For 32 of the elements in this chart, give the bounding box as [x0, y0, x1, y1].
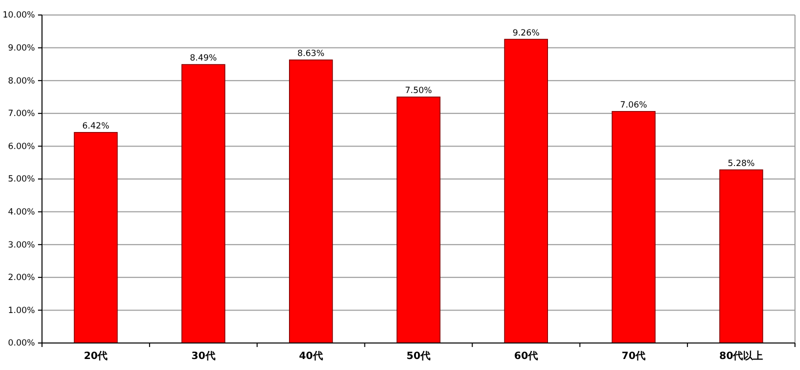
x-tick-label: 20代 [84, 350, 108, 362]
y-tick-label: 9.00% [8, 44, 35, 54]
bar [612, 111, 656, 344]
y-tick-label: 10.00% [2, 10, 35, 21]
y-tick-label: 0.00% [8, 338, 35, 349]
x-tick-label: 70代 [622, 350, 646, 362]
y-tick-label: 2.00% [8, 273, 35, 284]
y-tick-label: 4.00% [8, 208, 35, 218]
bar [74, 132, 118, 344]
x-tick-label: 30代 [191, 350, 216, 362]
y-tick-label: 7.00% [8, 109, 35, 120]
bar [181, 64, 226, 344]
y-tick-label: 6.00% [8, 142, 35, 152]
x-tick-label: 50代 [406, 350, 430, 362]
data-label: 8.63% [297, 48, 324, 59]
x-tick-label: 60代 [514, 350, 538, 362]
data-label: 8.49% [190, 54, 217, 64]
x-tick-label: 80代以上 [719, 350, 764, 362]
data-label: 7.50% [404, 86, 432, 96]
data-label: 9.26% [512, 28, 540, 38]
bar [396, 96, 440, 344]
y-tick-label: 1.00% [8, 306, 35, 316]
data-label: 7.06% [620, 100, 648, 110]
y-tick-label: 8.00% [8, 76, 35, 86]
x-tick-label: 40代 [298, 350, 323, 362]
y-tick-label: 5.00% [8, 174, 35, 185]
bar [719, 169, 764, 344]
data-label: 6.42% [82, 121, 110, 132]
bar [504, 38, 548, 344]
bar [289, 60, 333, 344]
y-tick-label: 3.00% [8, 240, 35, 250]
data-label: 5.28% [728, 158, 755, 169]
